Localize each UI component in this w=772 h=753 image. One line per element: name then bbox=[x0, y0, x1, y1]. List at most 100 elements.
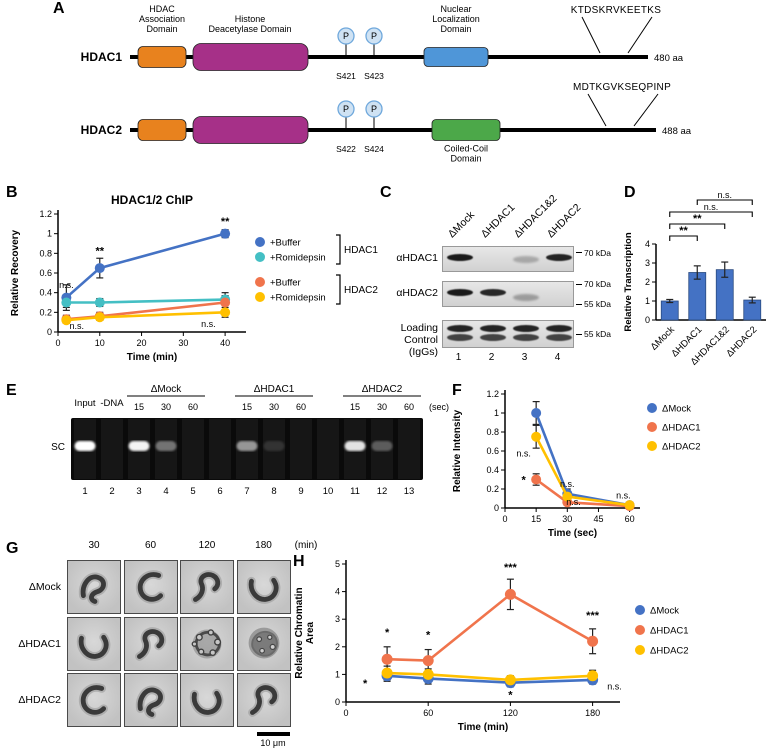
legend-marker bbox=[647, 403, 657, 413]
blot-band bbox=[545, 325, 572, 332]
lane-number: 9 bbox=[298, 486, 303, 497]
vesicle bbox=[207, 628, 215, 636]
chromatin-body bbox=[248, 577, 278, 602]
significance-bracket bbox=[669, 211, 753, 217]
aa-count: 480 aa bbox=[654, 53, 684, 64]
micrograph bbox=[180, 673, 234, 727]
sequence-callout-line bbox=[587, 93, 607, 127]
blot-band bbox=[479, 334, 506, 341]
significance-bracket bbox=[669, 223, 726, 229]
legend-label: ΔHDAC1 bbox=[662, 423, 701, 434]
y-tick-label: 0.4 bbox=[39, 288, 52, 298]
y-tick-label: 5 bbox=[335, 559, 340, 569]
chromatin-body bbox=[80, 574, 106, 604]
significance-bracket bbox=[669, 235, 698, 241]
y-tick-label: 0.6 bbox=[486, 446, 499, 456]
blot-band bbox=[446, 334, 473, 341]
x-tick-label: 15 bbox=[531, 514, 541, 524]
series-line bbox=[66, 298, 226, 304]
significance-label: ** bbox=[95, 245, 104, 257]
y-axis-label: Relative Intensity bbox=[452, 409, 463, 492]
gel-group-label: ΔHDAC1 bbox=[254, 384, 295, 395]
y-tick-label: 1 bbox=[47, 229, 52, 239]
lane-number: 5 bbox=[190, 486, 195, 497]
x-tick-label: 60 bbox=[423, 708, 433, 718]
blot-band bbox=[479, 325, 506, 332]
aa-count: 488 aa bbox=[662, 126, 692, 137]
y-tick-label: 1 bbox=[645, 296, 650, 306]
lane-number: 3 bbox=[521, 352, 528, 363]
legend-group-bracket bbox=[336, 234, 341, 265]
series-line bbox=[387, 674, 593, 684]
data-point bbox=[94, 312, 105, 323]
phospho-site-label: S421 bbox=[336, 71, 356, 81]
domain-box bbox=[137, 119, 187, 141]
y-axis-label: Relative Chromatin bbox=[294, 587, 305, 678]
series-line bbox=[387, 592, 594, 662]
phospho-circle bbox=[365, 27, 383, 45]
chromatin-shape bbox=[78, 572, 108, 606]
legend-label: +Buffer bbox=[270, 238, 301, 249]
micrograph bbox=[236, 616, 291, 671]
sc-band-label: SC bbox=[51, 442, 65, 453]
chromatin-shape bbox=[134, 626, 166, 661]
div: Loading Control bbox=[400, 322, 438, 346]
time-header: 30 bbox=[88, 540, 100, 551]
x-tick-label: 20 bbox=[137, 338, 147, 348]
panel-c-letter: C bbox=[380, 184, 392, 201]
data-point bbox=[61, 315, 72, 326]
lane-number: 2 bbox=[488, 352, 495, 363]
vesicle bbox=[266, 634, 272, 640]
legend-marker bbox=[647, 422, 657, 432]
y-tick-label: 4 bbox=[645, 239, 650, 249]
marker-size-label: 55 kDa bbox=[584, 329, 611, 339]
x-axis-label: Time (min) bbox=[127, 352, 177, 363]
y-tick-label: 0 bbox=[47, 327, 52, 337]
sequence-label: KTDSKRVKEETKS bbox=[571, 5, 661, 16]
legend-label: ΔHDAC2 bbox=[650, 646, 689, 657]
protein-name: HDAC1 bbox=[81, 50, 123, 64]
phospho-letter: P bbox=[371, 31, 377, 41]
marker-tick bbox=[576, 252, 582, 253]
vesicle bbox=[258, 647, 265, 654]
legend-label: ΔHDAC2 bbox=[662, 442, 701, 453]
y-tick-label: 2 bbox=[335, 642, 340, 652]
gel-time-label: 60 bbox=[404, 402, 414, 412]
protein-name: HDAC2 bbox=[81, 123, 123, 137]
gel-band bbox=[344, 441, 366, 451]
legend-marker bbox=[255, 292, 265, 302]
panel-c-western-blot: ΔMock ΔHDAC1 ΔHDAC1&2 ΔHDAC2 αHDAC1 70 kDa αHD… bbox=[380, 186, 624, 374]
x-tick-label: 30 bbox=[562, 514, 572, 524]
div: (IgGs) bbox=[408, 346, 438, 358]
domain-label: Association bbox=[139, 14, 185, 24]
gel-time-label: 15 bbox=[134, 402, 144, 412]
chromatin-shape bbox=[191, 628, 222, 658]
panel-g-letter: G bbox=[6, 540, 19, 557]
phospho-circle bbox=[337, 100, 355, 118]
panel-g-micrograph-grid: 30 60 120 180 (min) ΔMock ΔHDAC1 ΔHDAC2 10 μm bbox=[5, 538, 317, 753]
vesicle bbox=[198, 648, 205, 655]
panel-f-intensity-line-chart: 0 0.2 0.4 0.6 0.8 1 1.2 0 15 30 45 60 Time (sec) Rela… bbox=[452, 389, 701, 539]
panel-a-letter: A bbox=[53, 0, 65, 17]
marker-size-label: 70 kDa bbox=[584, 247, 611, 258]
gel-band bbox=[128, 441, 150, 451]
blot-lane-header: ΔMock bbox=[445, 209, 477, 241]
gel-band bbox=[371, 441, 393, 451]
data-point bbox=[422, 668, 434, 680]
micrograph bbox=[123, 616, 178, 671]
vesicle bbox=[269, 643, 276, 650]
chromatin-shape bbox=[78, 683, 108, 717]
significance-label: * bbox=[363, 678, 368, 690]
x-tick-label: 45 bbox=[593, 514, 603, 524]
legend-label: ΔMock bbox=[650, 606, 679, 617]
x-axis-label: Time (min) bbox=[458, 722, 508, 733]
panel-a-protein-domain-diagram: HDAC1HDACAssociationDomainHistoneDeacety… bbox=[81, 4, 692, 164]
blot-band bbox=[446, 289, 473, 296]
vesicle bbox=[191, 640, 198, 647]
significance-label: * bbox=[426, 630, 431, 642]
chromatin-body bbox=[137, 687, 163, 717]
blot-band bbox=[512, 325, 539, 332]
lane-number: 2 bbox=[109, 486, 114, 497]
